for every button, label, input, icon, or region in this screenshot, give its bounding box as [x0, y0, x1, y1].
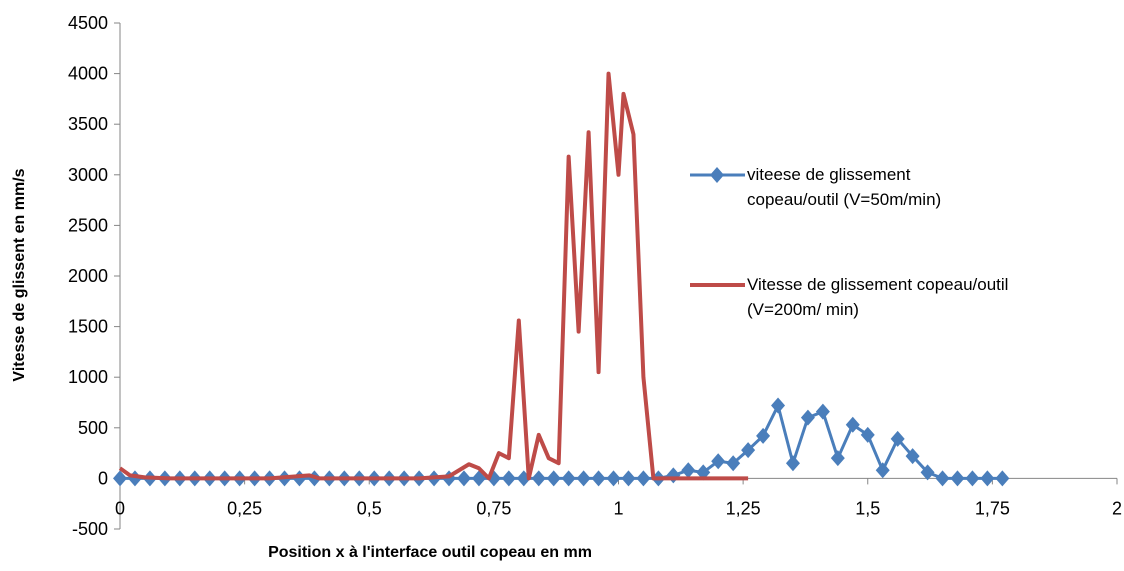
y-tick-label: 500	[78, 418, 108, 438]
y-tick-label: 1000	[68, 367, 108, 387]
marker	[681, 462, 696, 479]
x-tick-label: 0	[115, 498, 125, 518]
marker	[785, 455, 800, 472]
marker	[606, 470, 621, 487]
y-tick-label: 2000	[68, 266, 108, 286]
x-tick-label: 1,75	[975, 498, 1010, 518]
marker	[845, 416, 860, 433]
x-tick-label: 0,5	[357, 498, 382, 518]
marker	[561, 470, 576, 487]
marker	[860, 426, 875, 443]
marker	[800, 409, 815, 426]
marker	[965, 470, 980, 487]
marker	[995, 470, 1010, 487]
marker	[741, 442, 756, 459]
y-tick-label: 3500	[68, 114, 108, 134]
marker	[576, 470, 591, 487]
x-tick-label: 0,25	[227, 498, 262, 518]
y-tick-label: 4000	[68, 64, 108, 84]
y-tick-label: 2500	[68, 215, 108, 235]
legend-marker	[710, 167, 724, 183]
y-tick-label: 3000	[68, 165, 108, 185]
series-line	[118, 71, 749, 481]
marker	[666, 467, 681, 484]
y-tick-label: 0	[98, 468, 108, 488]
marker	[531, 470, 546, 487]
y-tick-label: -500	[72, 519, 108, 539]
marker	[830, 450, 845, 467]
x-tick-label: 1,5	[855, 498, 880, 518]
x-tick-label: 1	[613, 498, 623, 518]
marker	[935, 470, 950, 487]
marker	[756, 427, 771, 444]
marker	[980, 470, 995, 487]
legend-label: viteese de glissement copeau/outil (V=50…	[747, 165, 942, 209]
marker	[501, 470, 516, 487]
x-tick-label: 0,75	[476, 498, 511, 518]
marker	[591, 470, 606, 487]
marker	[456, 470, 471, 487]
y-tick-label: 1500	[68, 317, 108, 337]
marker	[920, 464, 935, 481]
marker	[113, 470, 127, 487]
marker	[950, 470, 965, 487]
marker	[771, 397, 786, 414]
marker	[875, 462, 890, 479]
marker	[621, 470, 636, 487]
marker	[546, 470, 561, 487]
marker	[636, 470, 651, 487]
marker	[711, 453, 726, 470]
legend-label: Vitesse de glissement copeau/outil (V=20…	[747, 275, 1009, 319]
y-axis-label: Vitesse de glissent en mm/s	[11, 168, 28, 381]
marker	[890, 430, 905, 447]
y-tick-label: 4500	[68, 13, 108, 33]
marker	[815, 403, 830, 420]
marker	[696, 464, 711, 481]
marker	[726, 455, 741, 472]
marker	[905, 448, 920, 465]
x-tick-label: 1,25	[726, 498, 761, 518]
x-axis-label: Position x à l'interface outil copeau en…	[268, 544, 592, 561]
x-tick-label: 2	[1112, 498, 1122, 518]
